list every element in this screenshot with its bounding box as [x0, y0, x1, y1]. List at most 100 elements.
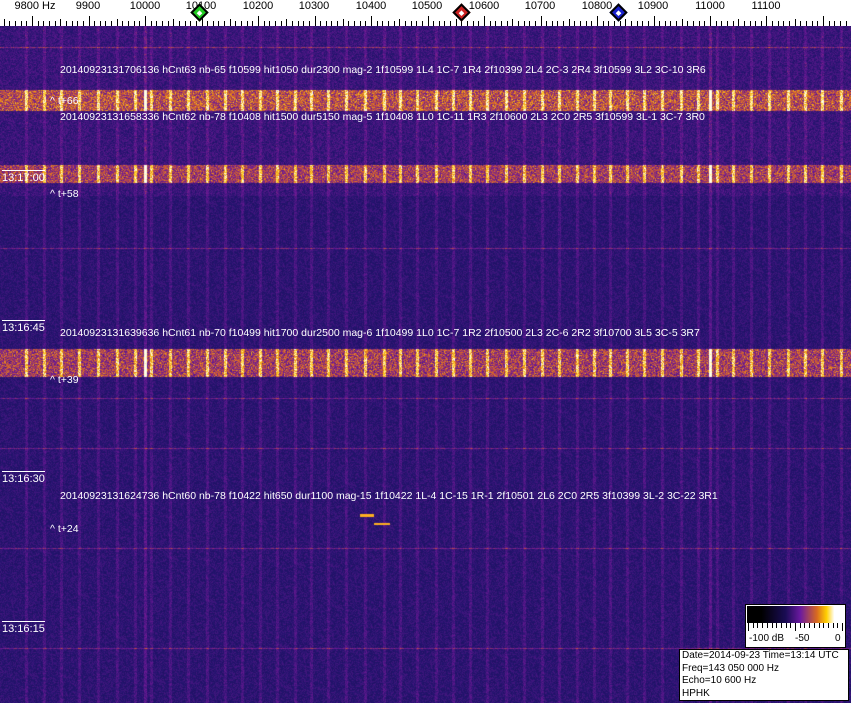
legend-tick — [790, 623, 792, 628]
ruler-tick — [727, 21, 728, 26]
time-label-131700: 13:17:00 — [2, 170, 45, 184]
ruler-tick — [134, 21, 135, 26]
ruler-tick — [275, 21, 276, 26]
ruler-tick — [331, 21, 332, 26]
ruler-tick — [89, 16, 90, 26]
ruler-tick — [128, 21, 129, 26]
ruler-tick — [591, 21, 592, 26]
ruler-tick — [168, 21, 169, 26]
waterfall-spectrogram[interactable] — [0, 26, 851, 703]
legend-tick — [785, 623, 787, 628]
tick-label-11000: 11000 — [695, 0, 725, 12]
ruler-tick — [750, 21, 751, 26]
legend-tick — [804, 623, 806, 628]
ruler-tick — [603, 21, 604, 26]
ruler-tick — [461, 21, 462, 26]
legend-tick — [766, 623, 768, 628]
ruler-tick — [326, 21, 327, 26]
ruler-tick — [38, 21, 39, 26]
ruler-tick — [105, 21, 106, 26]
ruler-tick — [77, 21, 78, 26]
ruler-tick — [450, 21, 451, 26]
annotation-3: 20140923131639636 hCnt61 nb-70 f10499 hi… — [60, 327, 700, 339]
ruler-tick — [778, 21, 779, 26]
ruler-tick — [716, 21, 717, 26]
ruler-tick — [416, 21, 417, 26]
ruler-tick — [761, 21, 762, 26]
ruler-tick — [145, 16, 146, 26]
ruler-tick — [348, 21, 349, 26]
ruler-tick — [264, 21, 265, 26]
ruler-tick — [185, 21, 186, 26]
ruler-tick — [377, 21, 378, 26]
ruler-tick — [676, 21, 677, 26]
ruler-tick — [789, 21, 790, 26]
ruler-tick — [535, 21, 536, 26]
ruler-tick — [202, 16, 203, 26]
tick-label-9900: 9900 — [75, 0, 101, 12]
echo-frequency: Echo=10 600 Hz — [682, 675, 757, 686]
ruler-tick — [738, 19, 739, 26]
ruler-tick — [704, 21, 705, 26]
ruler-tick — [433, 21, 434, 26]
ruler-tick — [518, 21, 519, 26]
ruler-tick — [665, 21, 666, 26]
ruler-tick — [21, 21, 22, 26]
ruler-tick — [218, 21, 219, 26]
ruler-tick — [637, 21, 638, 26]
ruler-tick — [687, 21, 688, 26]
callsign: HPHK — [682, 687, 710, 699]
annotation-2-offset: ^ t+58 — [50, 188, 79, 200]
ruler-tick — [258, 16, 259, 26]
tick-label-9800: 9800 Hz — [14, 0, 56, 12]
legend-tick — [842, 623, 843, 631]
legend-tick — [795, 623, 796, 631]
ruler-tick — [422, 21, 423, 26]
ruler-tick — [834, 21, 835, 26]
legend-tick — [748, 623, 749, 631]
tick-label-10600: 10600 — [468, 0, 500, 12]
ruler-tick — [179, 21, 180, 26]
ruler-tick — [563, 21, 564, 26]
legend-tick — [757, 623, 759, 628]
ruler-tick — [309, 21, 310, 26]
ruler-tick — [682, 19, 683, 26]
ruler-tick — [43, 21, 44, 26]
time-label-131630: 13:16:30 — [2, 471, 45, 485]
ruler-tick — [122, 21, 123, 26]
ruler-tick — [55, 21, 56, 26]
ruler-tick — [32, 16, 33, 26]
ruler-tick — [382, 21, 383, 26]
ruler-tick — [151, 21, 152, 26]
ruler-tick — [4, 19, 5, 26]
ruler-tick — [320, 21, 321, 26]
ruler-tick — [467, 21, 468, 26]
ruler-tick — [399, 19, 400, 26]
ruler-tick — [552, 21, 553, 26]
tick-label-10700: 10700 — [524, 0, 556, 12]
ruler-tick — [806, 21, 807, 26]
ruler-tick — [411, 21, 412, 26]
ruler-tick — [428, 16, 429, 26]
frequency: Freq=143 050 000 Hz — [682, 662, 780, 674]
legend-tick — [799, 623, 801, 628]
ruler-tick — [557, 21, 558, 26]
legend-tick — [762, 623, 764, 628]
ruler-tick — [744, 21, 745, 26]
ruler-tick — [298, 21, 299, 26]
ruler-tick — [546, 21, 547, 26]
legend-tick — [827, 623, 829, 628]
tick-label-10000: 10000 — [129, 0, 161, 12]
frequency-ruler[interactable]: 9800 Hz 9900 10000 10100 10200 10300 104… — [0, 0, 851, 26]
ruler-tick — [49, 21, 50, 26]
ruler-tick — [625, 19, 626, 26]
ruler-tick — [196, 21, 197, 26]
annotation-3-offset: ^ t+39 — [50, 374, 79, 386]
ruler-tick — [190, 21, 191, 26]
ruler-tick — [710, 16, 711, 26]
ruler-tick — [60, 19, 61, 26]
ruler-tick — [484, 16, 485, 26]
ruler-tick — [117, 19, 118, 26]
ruler-tick — [614, 21, 615, 26]
ruler-tick — [478, 21, 479, 26]
